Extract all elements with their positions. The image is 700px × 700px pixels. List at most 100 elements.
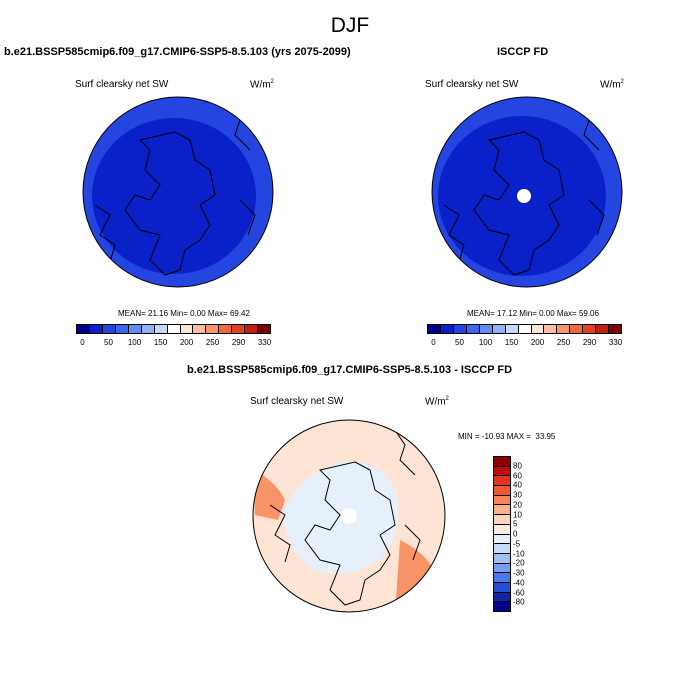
model-colorbar-ticks: 0 50 100 150 200 250 290 330 <box>76 338 271 350</box>
colorbar-swatch <box>609 325 622 333</box>
colorbar-swatch <box>479 325 493 333</box>
colorbar-swatch <box>440 325 454 333</box>
colorbar-tick-label: 290 <box>582 338 597 347</box>
colorbar-tick-label: 330 <box>257 338 272 347</box>
model-units-label: W/m2 <box>250 79 274 91</box>
obs-map-border <box>431 96 623 288</box>
colorbar-swatch <box>583 325 597 333</box>
colorbar-tick-label: 5 <box>513 519 518 529</box>
obs-colorbar-ticks: 0 50 100 150 200 250 290 330 <box>427 338 622 350</box>
colorbar-swatch <box>128 325 142 333</box>
colorbar-tick-label: 250 <box>205 338 220 347</box>
colorbar-tick-label: 330 <box>608 338 623 347</box>
diff-minmax: MIN = -10.93 MAX = 33.95 <box>458 432 556 441</box>
colorbar-swatch <box>494 602 510 611</box>
colorbar-tick-label: 200 <box>530 338 545 347</box>
obs-colorbar <box>427 324 622 334</box>
colorbar-swatch <box>492 325 506 333</box>
colorbar-swatch <box>232 325 246 333</box>
colorbar-swatch <box>245 325 259 333</box>
model-panel-title: b.e21.BSSP585cmip6.f09_g17.CMIP6-SSP5-8.… <box>4 46 351 58</box>
colorbar-tick-label: -60 <box>513 588 525 597</box>
colorbar-swatch <box>167 325 181 333</box>
colorbar-swatch <box>258 325 271 333</box>
colorbar-swatch <box>494 505 510 516</box>
diff-map-border <box>252 419 446 613</box>
colorbar-swatch <box>494 534 510 545</box>
colorbar-swatch <box>154 325 168 333</box>
colorbar-swatch <box>453 325 467 333</box>
colorbar-swatch <box>494 466 510 477</box>
colorbar-swatch <box>494 582 510 593</box>
colorbar-tick-label: 250 <box>556 338 571 347</box>
colorbar-swatch <box>518 325 532 333</box>
season-title: DJF <box>330 14 370 37</box>
colorbar-swatch <box>494 544 510 554</box>
colorbar-swatch <box>428 325 441 333</box>
colorbar-swatch <box>494 573 510 583</box>
colorbar-swatch <box>494 553 510 564</box>
colorbar-swatch <box>141 325 155 333</box>
colorbar-swatch <box>206 325 220 333</box>
diff-panel-title: b.e21.BSSP585cmip6.f09_g17.CMIP6-SSP5-8.… <box>187 364 513 376</box>
colorbar-tick-label: 0 <box>80 338 85 347</box>
obs-units-label: W/m2 <box>600 79 624 91</box>
colorbar-tick-label: 60 <box>513 471 522 480</box>
colorbar-tick-label: 50 <box>104 338 113 347</box>
colorbar-swatch <box>596 325 610 333</box>
colorbar-tick-label: 100 <box>478 338 493 347</box>
model-variable-label: Surf clearsky net SW <box>75 79 169 90</box>
colorbar-tick-label: 290 <box>231 338 246 347</box>
model-map-border <box>82 96 274 288</box>
obs-stats: MEAN= 17.12 Min= 0.00 Max= 59.06 <box>467 309 599 318</box>
colorbar-tick-label: 40 <box>513 480 522 490</box>
obs-variable-label: Surf clearsky net SW <box>425 79 519 90</box>
colorbar-tick-label: -20 <box>513 558 525 568</box>
diff-colorbar-ticks: 80 60 40 30 20 10 5 0 -5 -10 -20 -30 -40 -60 -80 <box>513 456 543 612</box>
obs-coastline-arctic <box>473 131 565 276</box>
colorbar-swatch <box>494 563 510 574</box>
model-colorbar <box>76 324 271 334</box>
colorbar-swatch <box>115 325 129 333</box>
colorbar-swatch <box>180 325 194 333</box>
colorbar-tick-label: 100 <box>127 338 142 347</box>
colorbar-tick-label: -80 <box>513 597 525 607</box>
obs-panel-title: ISCCP FD <box>497 46 549 58</box>
colorbar-swatch <box>531 325 545 333</box>
colorbar-tick-label: 20 <box>513 500 522 510</box>
colorbar-tick-label: -5 <box>513 539 521 549</box>
model-coastline-arctic <box>124 131 216 276</box>
colorbar-swatch <box>89 325 103 333</box>
diff-units-label: W/m2 <box>425 396 449 408</box>
colorbar-swatch <box>193 325 207 333</box>
colorbar-tick-label: 150 <box>504 338 519 347</box>
colorbar-swatch <box>77 325 90 333</box>
colorbar-tick-label: 30 <box>513 490 522 500</box>
colorbar-tick-label: 150 <box>153 338 168 347</box>
colorbar-swatch <box>494 495 510 506</box>
colorbar-swatch <box>494 592 510 603</box>
colorbar-tick-label: -10 <box>513 549 525 558</box>
diff-variable-label: Surf clearsky net SW <box>250 396 344 407</box>
colorbar-swatch <box>557 325 571 333</box>
colorbar-swatch <box>494 476 510 487</box>
diff-cool-region-center <box>282 461 399 574</box>
diff-colorbar <box>493 456 511 612</box>
colorbar-tick-label: 0 <box>431 338 436 347</box>
colorbar-tick-label: -30 <box>513 568 525 578</box>
colorbar-swatch <box>102 325 116 333</box>
colorbar-tick-label: 10 <box>513 510 522 519</box>
colorbar-swatch <box>505 325 519 333</box>
colorbar-swatch <box>494 457 510 467</box>
colorbar-tick-label: 80 <box>513 461 522 471</box>
colorbar-tick-label: 50 <box>455 338 464 347</box>
colorbar-swatch <box>494 524 510 535</box>
diff-missing-pole-patch <box>341 508 357 524</box>
colorbar-tick-label: -40 <box>513 578 525 588</box>
diff-warm-region-west <box>253 470 285 520</box>
colorbar-swatch <box>544 325 558 333</box>
colorbar-swatch <box>494 486 510 496</box>
colorbar-swatch <box>219 325 233 333</box>
